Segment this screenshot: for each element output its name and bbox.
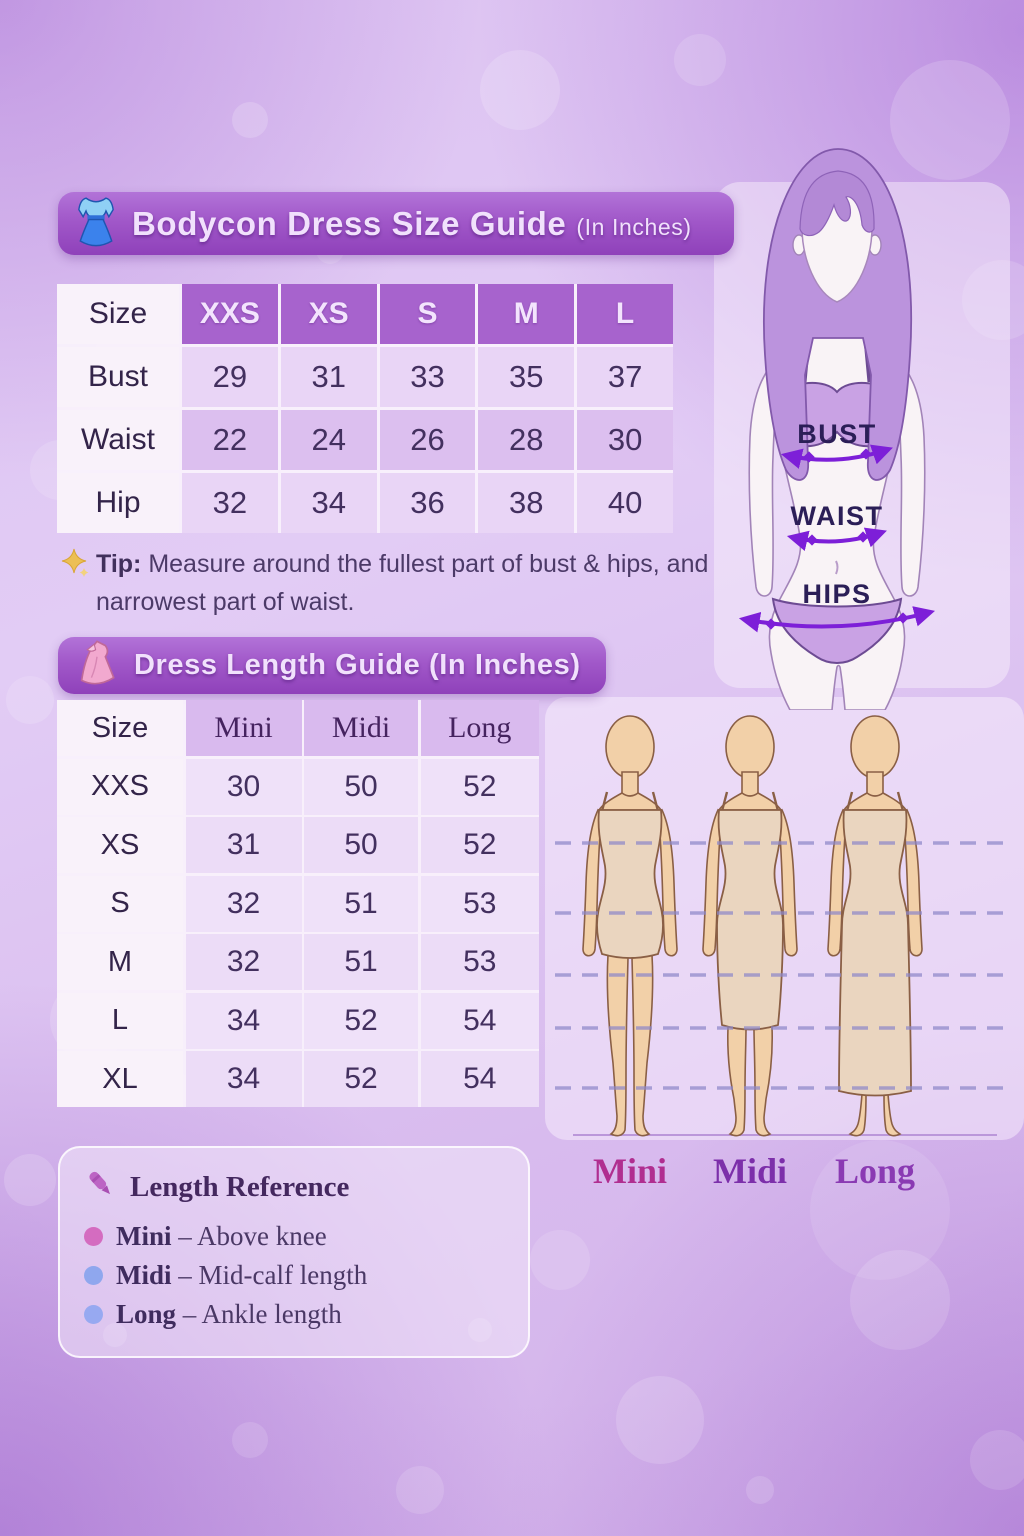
midi-bullet-dot bbox=[84, 1266, 103, 1285]
pink-dress-icon bbox=[76, 640, 118, 691]
blue-dress-icon bbox=[76, 195, 116, 252]
length-table-cell: 34 bbox=[185, 992, 302, 1049]
length-table-cell: 51 bbox=[304, 875, 418, 932]
length-table-row-label: L bbox=[57, 992, 183, 1049]
mini-figure-label: Mini bbox=[592, 1151, 667, 1191]
size-table-cell: 26 bbox=[379, 410, 476, 470]
midi-dress-figure bbox=[702, 715, 798, 1137]
length-guide-banner: Dress Length Guide (In Inches) bbox=[58, 637, 606, 694]
size-guide-title: Bodycon Dress Size Guide (In Inches) bbox=[132, 204, 692, 242]
size-table-row-label: Waist bbox=[57, 410, 179, 470]
waist-arrow bbox=[786, 527, 887, 551]
length-table-cell: 31 bbox=[185, 817, 302, 873]
size-table-cell: 38 bbox=[478, 473, 575, 533]
length-table-row-label: XS bbox=[57, 817, 183, 873]
length-table-row-label: M bbox=[57, 934, 183, 990]
length-table-cell: 50 bbox=[304, 758, 418, 815]
bust-arrow bbox=[780, 444, 893, 469]
length-table-cell: 52 bbox=[304, 992, 418, 1049]
size-table: Size XXS XS S M L Bust 29 31 33 35 37 Wa… bbox=[57, 284, 673, 533]
length-table-cell: 52 bbox=[420, 817, 539, 873]
hips-label: HIPS bbox=[802, 579, 871, 609]
length-table-cell: 54 bbox=[420, 1051, 539, 1107]
length-reference-item-midi: Midi – Mid-calf length bbox=[84, 1260, 504, 1291]
size-table-cell: 32 bbox=[182, 473, 278, 533]
mini-bullet-dot bbox=[84, 1227, 103, 1246]
length-table-cell: 54 bbox=[420, 992, 539, 1049]
dress-figure-labels: Mini Midi Long bbox=[0, 1150, 1024, 1200]
mini-dress-figure bbox=[582, 715, 678, 1137]
long-bullet-dot bbox=[84, 1305, 103, 1324]
tip-text: Measure around the fullest part of bust … bbox=[96, 550, 709, 616]
length-table-cell: 32 bbox=[185, 934, 302, 990]
length-table-cell: 52 bbox=[304, 1051, 418, 1107]
length-table-cell: 30 bbox=[185, 758, 302, 815]
length-table-header-long: Long bbox=[420, 700, 539, 756]
size-table-header-m: M bbox=[478, 284, 575, 344]
bust-label: BUST bbox=[797, 419, 877, 449]
size-table-header-xxs: XXS bbox=[182, 284, 278, 344]
size-guide-banner: Bodycon Dress Size Guide (In Inches) bbox=[58, 192, 734, 255]
length-guide-title: Dress Length Guide (In Inches) bbox=[134, 649, 581, 681]
hem-reference-lines bbox=[555, 841, 1014, 1090]
long-figure-label: Long bbox=[834, 1151, 916, 1191]
size-table-header-xs: XS bbox=[280, 284, 377, 344]
size-table-cell: 37 bbox=[577, 347, 673, 407]
length-table-cell: 53 bbox=[420, 934, 539, 990]
length-table-cell: 51 bbox=[304, 934, 418, 990]
midi-figure-label: Midi bbox=[712, 1151, 787, 1191]
length-table-header-mini: Mini bbox=[185, 700, 302, 756]
crayon-icon bbox=[84, 1168, 118, 1207]
size-guide-subtitle: (In Inches) bbox=[576, 213, 692, 240]
length-table-row-label: S bbox=[57, 875, 183, 932]
length-table-header-midi: Midi bbox=[304, 700, 418, 756]
size-table-header-size: Size bbox=[57, 284, 179, 344]
size-table-row-label: Hip bbox=[57, 473, 179, 533]
size-table-cell: 40 bbox=[577, 473, 673, 533]
navel-line bbox=[835, 560, 839, 575]
size-table-cell: 28 bbox=[478, 410, 575, 470]
size-table-header-l: L bbox=[577, 284, 673, 344]
length-reference-item-mini: Mini – Above knee bbox=[84, 1221, 504, 1252]
size-table-cell: 31 bbox=[280, 347, 377, 407]
length-reference-box: Length Reference Mini – Above knee Midi … bbox=[58, 1146, 530, 1358]
length-table-cell: 53 bbox=[420, 875, 539, 932]
sparkle-icon bbox=[60, 548, 90, 590]
body-measurement-illustration: BUST WAIST HIPS bbox=[738, 148, 936, 710]
size-table-cell: 34 bbox=[280, 473, 377, 533]
length-table-cell: 34 bbox=[185, 1051, 302, 1107]
size-table-cell: 36 bbox=[379, 473, 476, 533]
waist-label: WAIST bbox=[791, 501, 884, 531]
length-table: Size Mini Midi Long XXS 30 50 52 XS 31 5… bbox=[57, 700, 539, 1107]
length-reference-title: Length Reference bbox=[130, 1171, 350, 1203]
size-table-cell: 33 bbox=[379, 347, 476, 407]
length-table-cell: 52 bbox=[420, 758, 539, 815]
dress-length-illustration bbox=[545, 697, 1024, 1140]
bangs bbox=[799, 170, 875, 237]
length-reference-item-long: Long – Ankle length bbox=[84, 1299, 504, 1330]
size-table-cell: 35 bbox=[478, 347, 575, 407]
size-table-header-s: S bbox=[379, 284, 476, 344]
length-table-cell: 32 bbox=[185, 875, 302, 932]
size-table-cell: 22 bbox=[182, 410, 278, 470]
long-dress-figure bbox=[827, 715, 923, 1137]
size-table-cell: 29 bbox=[182, 347, 278, 407]
tip-label: Tip: bbox=[96, 550, 142, 578]
size-table-cell: 24 bbox=[280, 410, 377, 470]
length-table-cell: 50 bbox=[304, 817, 418, 873]
length-table-row-label: XXS bbox=[57, 758, 183, 815]
length-table-header-size: Size bbox=[57, 700, 183, 756]
length-table-row-label: XL bbox=[57, 1051, 183, 1107]
hips-arrow bbox=[738, 606, 936, 633]
measuring-tip: Tip: Measure around the fullest part of … bbox=[60, 546, 728, 621]
size-table-cell: 30 bbox=[577, 410, 673, 470]
size-table-row-label: Bust bbox=[57, 347, 179, 407]
